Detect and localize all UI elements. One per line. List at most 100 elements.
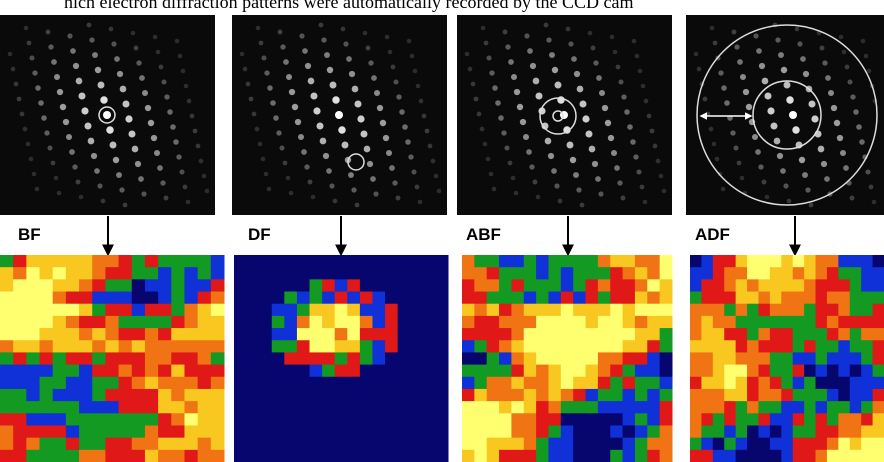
map-pixel xyxy=(660,438,673,451)
signal-map xyxy=(690,255,884,462)
signal-map xyxy=(0,255,225,462)
map-pixel xyxy=(284,365,297,378)
map-pixel xyxy=(132,425,146,438)
map-pixel xyxy=(623,401,636,414)
map-pixel xyxy=(171,377,185,390)
map-pixel xyxy=(850,413,862,426)
map-pixel xyxy=(184,425,198,438)
map-pixel xyxy=(40,365,54,378)
map-pixel xyxy=(635,292,648,305)
map-pixel xyxy=(79,365,93,378)
map-pixel xyxy=(105,389,119,402)
map-pixel xyxy=(623,450,636,462)
map-pixel xyxy=(211,365,225,378)
map-pixel xyxy=(713,304,725,317)
map-pixel xyxy=(462,279,475,292)
diffraction-spot xyxy=(721,85,727,91)
diffraction-spot xyxy=(577,86,584,93)
diffraction-spot xyxy=(492,187,497,192)
map-pixel xyxy=(79,316,93,329)
map-pixel xyxy=(297,352,310,365)
caption-text: hich electron diffraction patterns were … xyxy=(64,0,633,12)
map-pixel xyxy=(310,438,323,451)
map-pixel xyxy=(827,304,839,317)
map-pixel xyxy=(499,365,512,378)
map-pixel xyxy=(524,279,537,292)
map-pixel xyxy=(40,316,54,329)
map-pixel xyxy=(793,279,805,292)
map-pixel xyxy=(297,340,310,353)
diffraction-spot xyxy=(193,129,198,134)
map-pixel xyxy=(598,255,611,268)
diffraction-spot xyxy=(113,157,119,163)
diffraction-spot xyxy=(35,85,41,91)
diffraction-spot xyxy=(425,129,430,134)
diffraction-spot xyxy=(178,54,183,59)
map-pixel xyxy=(347,365,360,378)
diffraction-spot xyxy=(46,30,51,35)
diffraction-spot xyxy=(101,199,106,204)
map-pixel xyxy=(701,377,713,390)
map-pixel xyxy=(335,438,348,451)
map-pixel xyxy=(701,267,713,280)
diffraction-spot xyxy=(179,169,184,174)
map-pixel xyxy=(635,365,648,378)
diffraction-spot xyxy=(367,161,373,167)
map-pixel xyxy=(623,389,636,402)
map-pixel xyxy=(861,389,873,402)
map-pixel xyxy=(770,304,782,317)
diffraction-pattern xyxy=(457,15,672,215)
map-pixel xyxy=(724,438,736,451)
map-pixel xyxy=(385,438,398,451)
diffraction-spot xyxy=(633,154,638,159)
map-pixel xyxy=(770,267,782,280)
diffraction-spot xyxy=(845,65,850,70)
map-pixel xyxy=(26,255,40,268)
map-pixel xyxy=(184,328,198,341)
map-pixel xyxy=(736,438,748,451)
map-pixel xyxy=(372,413,385,426)
map-pixel xyxy=(385,316,398,329)
map-pixel xyxy=(487,365,500,378)
map-pixel xyxy=(804,279,816,292)
map-pixel xyxy=(53,401,67,414)
map-pixel xyxy=(770,377,782,390)
detector-label: DF xyxy=(248,225,271,244)
map-pixel xyxy=(561,255,574,268)
diffraction-spot xyxy=(88,138,95,145)
map-pixel xyxy=(758,304,770,317)
map-pixel xyxy=(145,292,159,305)
map-pixel xyxy=(804,413,816,426)
diffraction-spot xyxy=(489,172,494,177)
map-pixel xyxy=(234,352,247,365)
diffraction-spot xyxy=(551,168,557,174)
map-pixel xyxy=(13,365,27,378)
map-pixel xyxy=(770,279,782,292)
diffraction-spot xyxy=(820,46,825,51)
diffraction-spot xyxy=(703,97,708,102)
map-pixel xyxy=(573,279,586,292)
map-pixel xyxy=(781,365,793,378)
map-pixel xyxy=(259,304,272,317)
diffraction-spot xyxy=(286,176,291,181)
map-pixel xyxy=(474,352,487,365)
diffraction-spot xyxy=(26,142,31,147)
map-pixel xyxy=(487,340,500,353)
map-pixel xyxy=(586,377,599,390)
map-pixel xyxy=(586,328,599,341)
diffraction-spot xyxy=(87,23,92,28)
map-pixel xyxy=(423,425,436,438)
map-pixel xyxy=(804,365,816,378)
map-pixel xyxy=(385,413,398,426)
map-pixel xyxy=(690,316,702,329)
map-pixel xyxy=(511,352,524,365)
diffraction-spot xyxy=(316,122,323,129)
map-pixel xyxy=(198,340,212,353)
map-pixel xyxy=(0,304,14,317)
diffraction-spot xyxy=(839,35,844,40)
map-pixel xyxy=(781,292,793,305)
map-pixel xyxy=(40,377,54,390)
map-pixel xyxy=(335,425,348,438)
map-pixel xyxy=(234,255,247,268)
diffraction-spot xyxy=(653,144,658,149)
